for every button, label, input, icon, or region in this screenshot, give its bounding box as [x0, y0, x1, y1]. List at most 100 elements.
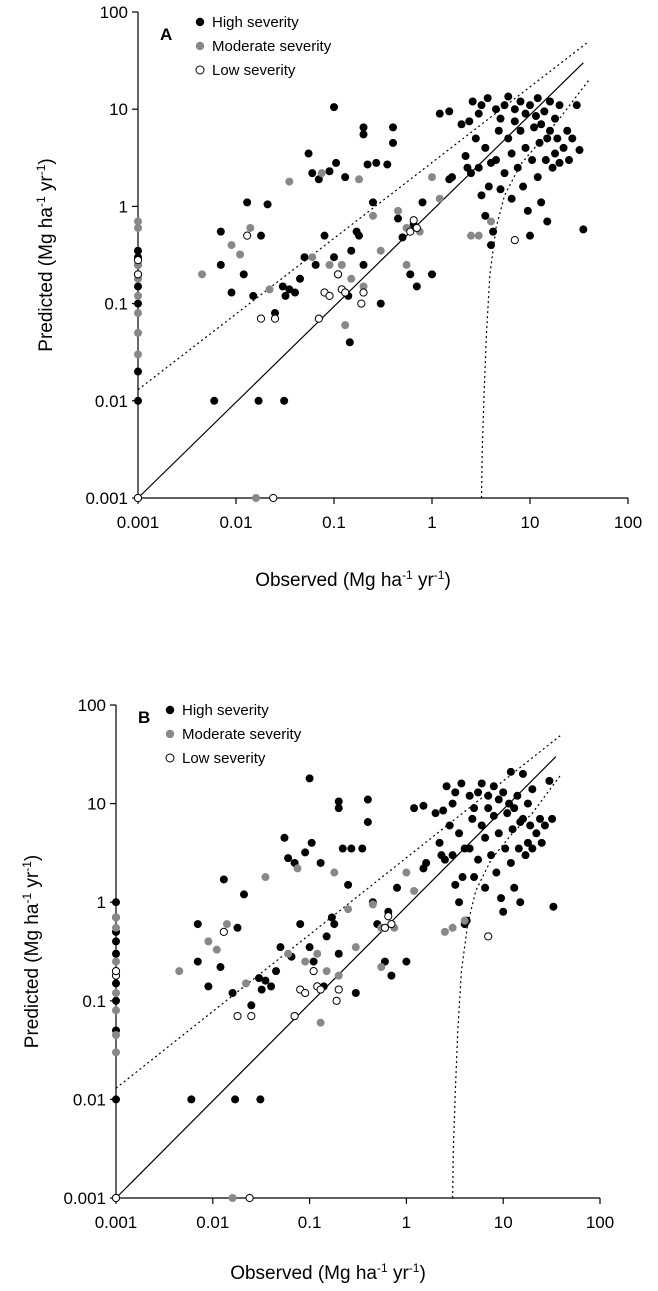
data-point: [301, 988, 310, 998]
x-axis-title-end: ): [419, 1263, 425, 1284]
y-tick-label: 0.001: [85, 489, 128, 508]
data-point: [543, 134, 552, 143]
legend-label: Moderate severity: [212, 38, 332, 55]
data-point: [568, 134, 577, 143]
data-point: [134, 223, 142, 232]
data-point: [112, 957, 120, 966]
data-point: [394, 206, 403, 215]
legend-marker: [165, 753, 175, 763]
data-point: [278, 282, 287, 291]
y-axis-title: Predicted (Mg ha-1 yr-1): [34, 158, 57, 351]
data-point: [347, 844, 356, 853]
data-point: [513, 163, 522, 172]
data-point: [526, 231, 534, 240]
data-point: [233, 923, 242, 932]
data-point: [327, 913, 336, 922]
data-point: [291, 288, 300, 297]
data-point: [510, 117, 519, 126]
data-point: [198, 270, 207, 279]
data-point: [368, 211, 377, 220]
data-point: [466, 231, 475, 240]
data-point: [435, 194, 444, 203]
data-point: [540, 107, 549, 116]
data-point: [494, 829, 503, 838]
data-point: [246, 223, 255, 232]
data-point: [555, 158, 564, 167]
data-point: [358, 844, 367, 853]
x-axis-title-sup1: -1: [402, 568, 413, 582]
panel-letter: A: [160, 25, 172, 44]
data-point: [575, 146, 584, 155]
series-moderate-severity: [134, 169, 496, 502]
data-point: [435, 838, 444, 847]
x-tick-label: 0.01: [219, 513, 252, 532]
x-axis-title-mid: yr: [388, 1263, 410, 1284]
y-tick-label: 100: [78, 696, 106, 715]
data-point: [330, 103, 338, 112]
data-point: [322, 967, 331, 976]
data-point: [445, 821, 454, 830]
data-point: [466, 169, 475, 178]
data-point: [410, 804, 419, 813]
data-point: [280, 833, 289, 842]
data-point: [506, 767, 515, 776]
series-high-severity: [134, 92, 588, 502]
data-point: [536, 814, 545, 823]
data-point: [243, 231, 252, 240]
data-point: [526, 101, 534, 110]
data-point: [457, 779, 466, 788]
series-low-severity: [111, 912, 493, 1203]
data-point: [300, 253, 309, 262]
data-point: [548, 814, 557, 823]
data-point: [537, 198, 546, 207]
data-point: [257, 985, 266, 994]
x-axis-title-end: ): [444, 570, 450, 591]
data-point: [359, 130, 368, 139]
data-point: [231, 1095, 240, 1104]
data-point: [269, 493, 278, 503]
data-point: [458, 873, 467, 882]
data-point: [363, 818, 372, 827]
data-point: [389, 123, 398, 132]
data-point: [320, 231, 329, 240]
data-point: [471, 134, 480, 143]
data-point: [212, 945, 221, 954]
data-point: [330, 920, 339, 929]
x-tick-label: 0.01: [196, 1213, 229, 1232]
data-point: [494, 126, 503, 135]
data-point: [261, 873, 270, 882]
data-point: [111, 967, 121, 976]
data-point: [521, 851, 530, 860]
data-point: [341, 321, 350, 330]
data-point: [393, 883, 402, 892]
data-point: [134, 282, 142, 291]
x-tick-label: 0.001: [117, 513, 160, 532]
data-point: [428, 173, 436, 182]
data-point: [210, 396, 219, 405]
data-point: [465, 844, 474, 853]
y-axis-title-sup1: -1: [34, 196, 48, 207]
data-point: [531, 112, 540, 121]
data-point: [347, 246, 356, 255]
data-point: [559, 143, 568, 152]
data-point: [389, 138, 398, 147]
data-point: [519, 182, 528, 191]
data-point: [510, 883, 519, 892]
data-point: [532, 829, 541, 838]
data-point: [489, 227, 498, 236]
data-point: [216, 963, 225, 972]
data-point: [504, 134, 513, 143]
data-point: [494, 795, 503, 804]
y-axis-title-base: Predicted (Mg ha: [36, 207, 57, 352]
data-point: [474, 788, 483, 797]
panel-b: 0.001 0.01 0.1 1 10 100 0.001 0.01 0.1 1 10 100 Obse…: [20, 696, 614, 1284]
data-point: [428, 270, 436, 279]
data-point: [219, 927, 228, 936]
x-axis-title: Observed (Mg ha-1 yr-1): [255, 568, 451, 591]
x-tick-label: 10: [494, 1213, 513, 1232]
data-point: [406, 227, 415, 236]
data-point: [548, 163, 557, 172]
data-point: [305, 943, 314, 952]
data-point: [510, 105, 519, 114]
data-point: [549, 902, 558, 911]
